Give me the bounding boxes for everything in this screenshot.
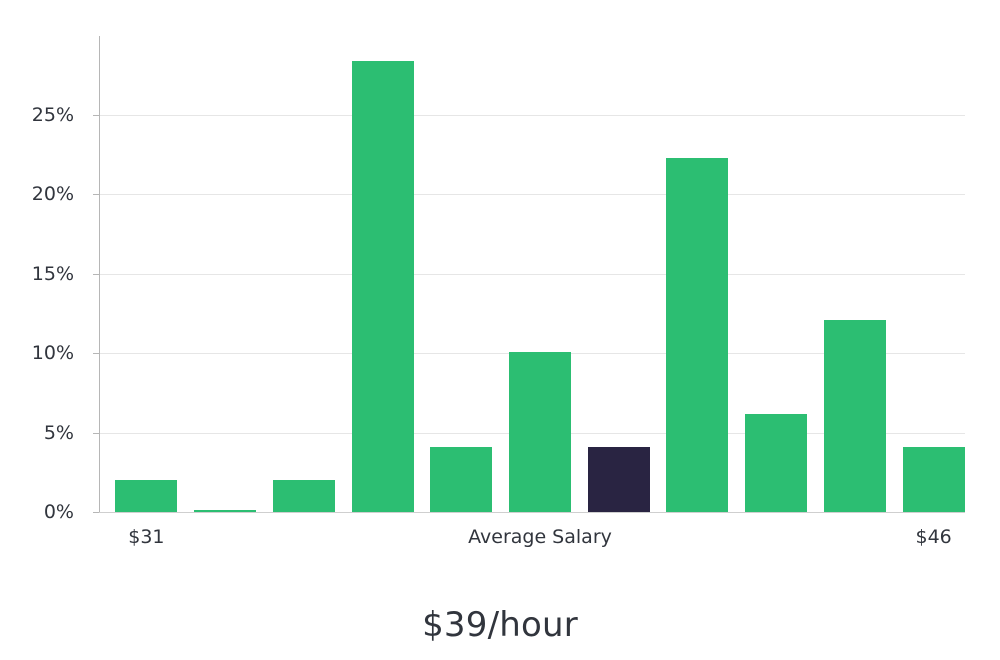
y-axis-tick-label: 10% — [31, 342, 74, 365]
y-axis-tick-mark — [93, 115, 99, 116]
y-axis-tick-label: 25% — [31, 104, 74, 126]
x-axis-line — [99, 512, 965, 513]
y-axis-tick-label: 20% — [31, 183, 74, 206]
bar[interactable] — [745, 413, 808, 512]
y-axis-tick-mark — [93, 432, 99, 434]
gridline — [99, 115, 965, 116]
y-axis-line — [99, 36, 100, 513]
bar[interactable] — [823, 319, 886, 512]
y-axis-tick-mark — [93, 194, 99, 196]
y-axis-tick-label: 5% — [43, 421, 74, 444]
y-axis-tick-label: 15% — [31, 262, 74, 285]
x-axis-label-center: Average Salary — [468, 526, 612, 548]
x-axis-label-right: $46 — [915, 526, 952, 548]
gridline — [99, 273, 965, 275]
bar[interactable] — [115, 480, 178, 512]
chart-title: $39/hour — [422, 605, 578, 645]
bars-layer — [99, 36, 965, 512]
bar[interactable] — [666, 157, 729, 512]
gridline — [99, 194, 965, 196]
bar[interactable] — [194, 510, 257, 512]
x-axis-label-left: $31 — [128, 526, 165, 548]
y-axis-tick-mark — [93, 273, 99, 275]
bar[interactable] — [509, 351, 571, 512]
y-axis-tick-mark — [93, 353, 99, 355]
bar[interactable] — [587, 446, 650, 512]
bar[interactable] — [351, 61, 414, 512]
bar[interactable] — [272, 480, 335, 512]
bar[interactable] — [430, 446, 493, 512]
y-axis-tick-label: 0% — [43, 501, 74, 523]
bar[interactable] — [902, 446, 965, 512]
y-axis-tick-mark — [93, 512, 99, 513]
